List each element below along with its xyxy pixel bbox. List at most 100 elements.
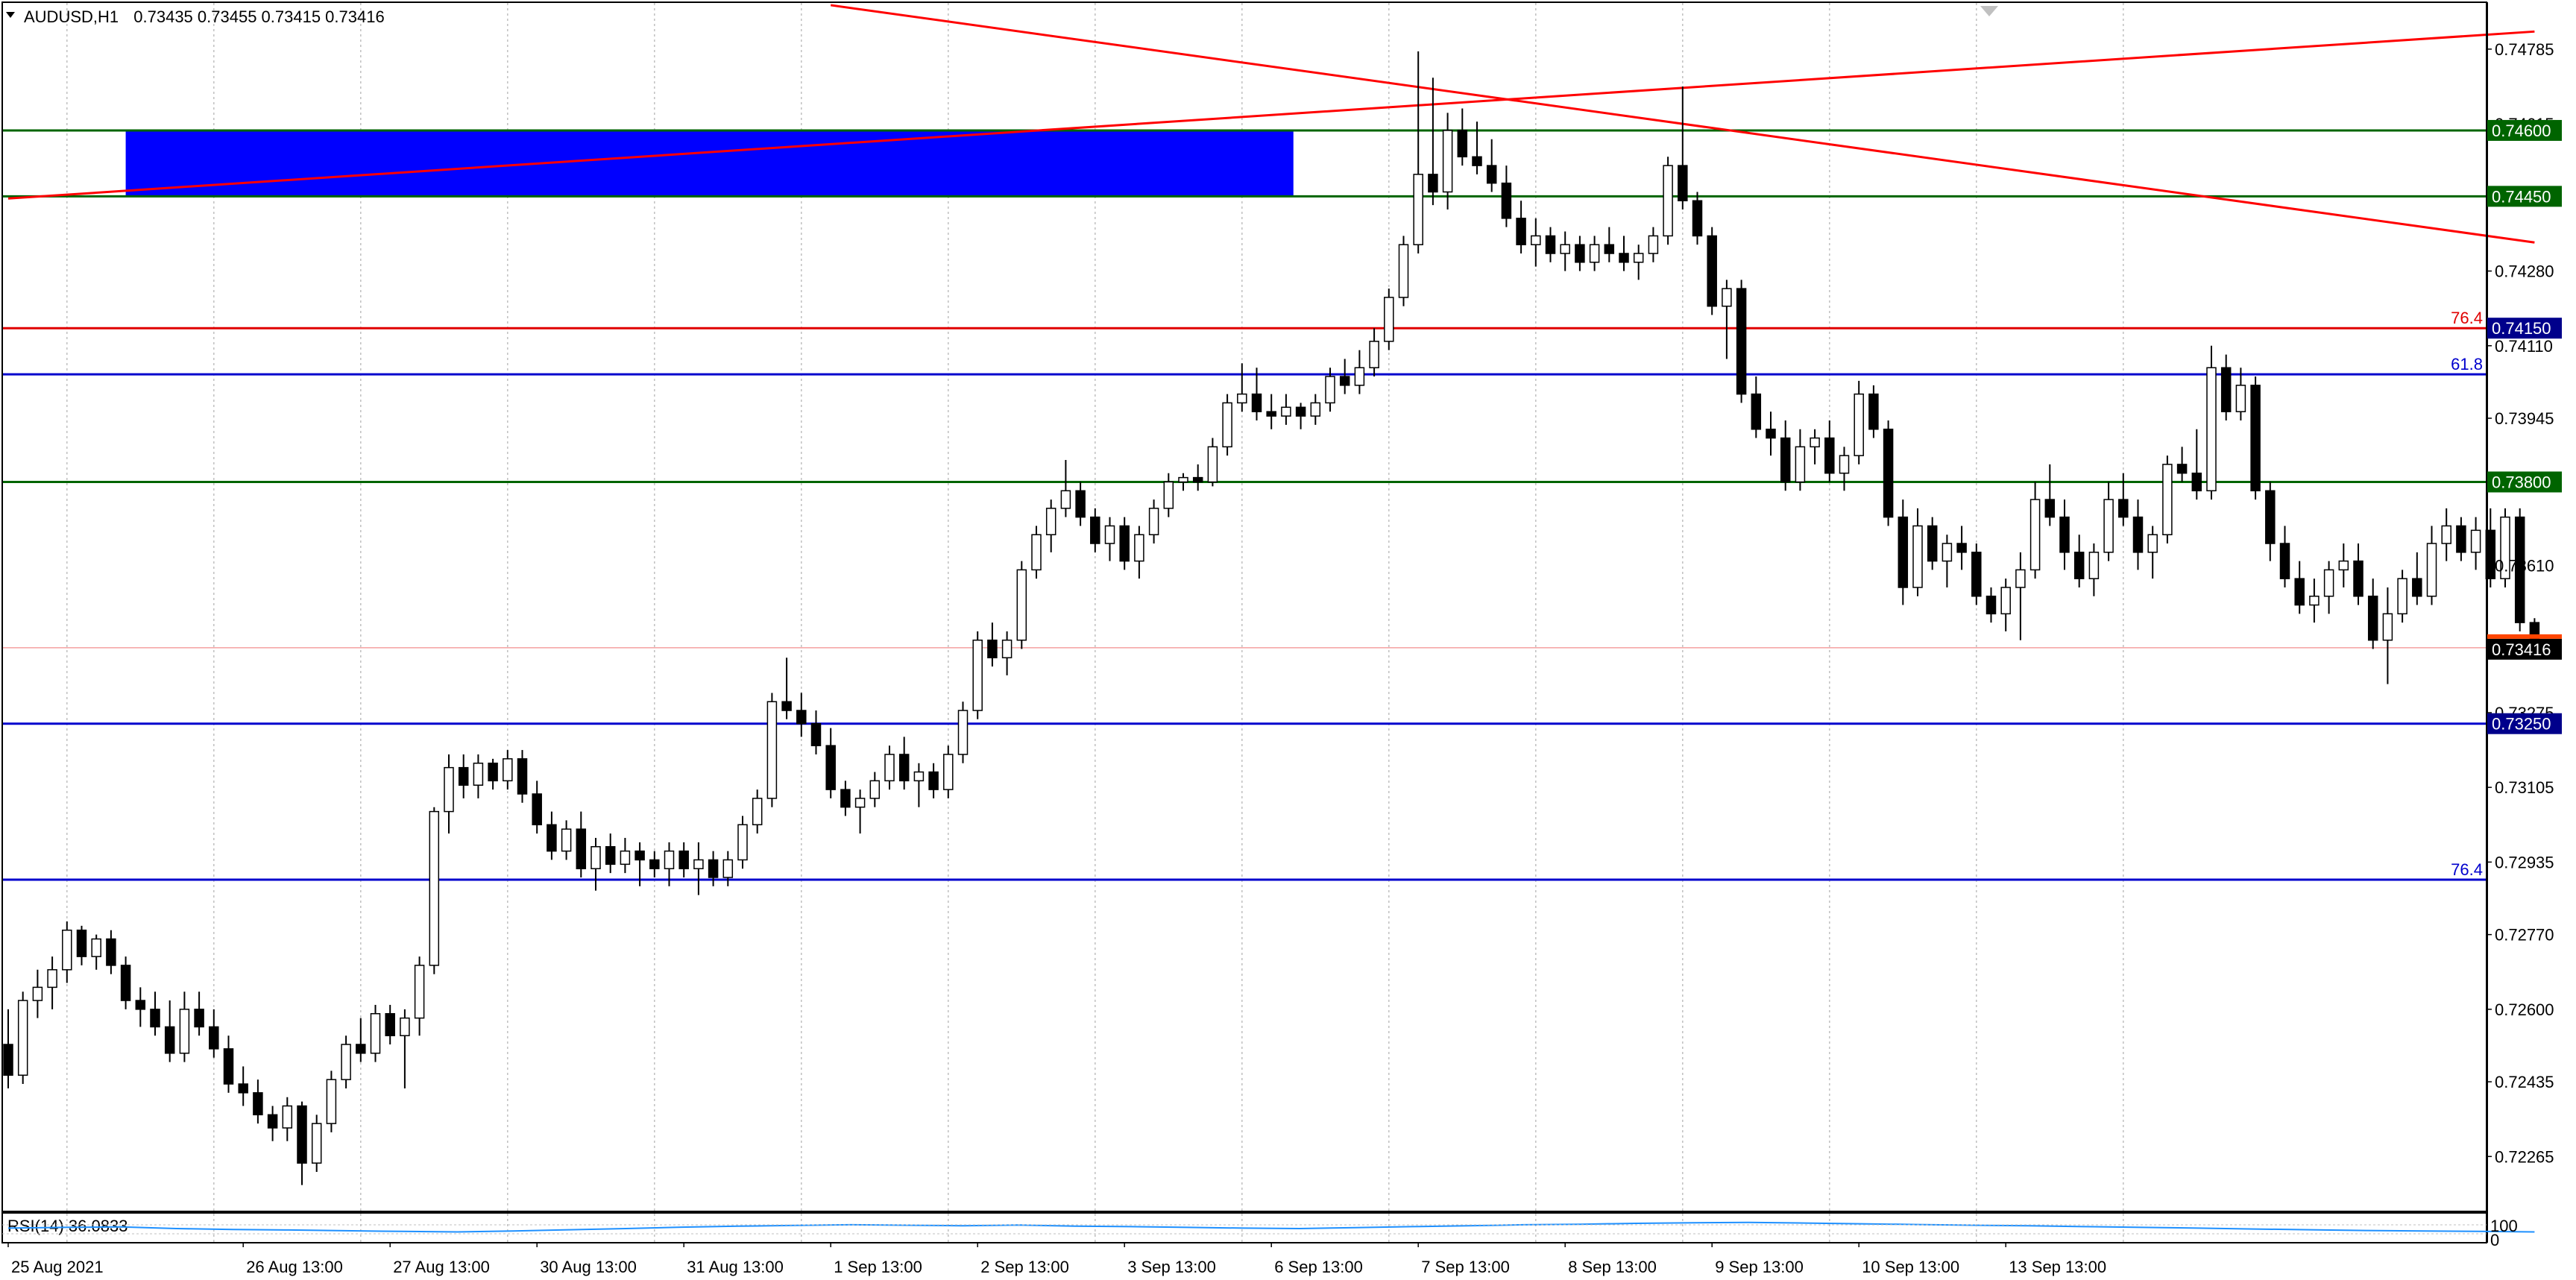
candle <box>2470 517 2481 570</box>
candle-body <box>1428 174 1438 193</box>
candle-body <box>547 824 557 852</box>
candle <box>2367 578 2378 649</box>
candle <box>1237 363 1247 412</box>
candle-body <box>1192 476 1203 483</box>
candle-body <box>2118 499 2129 518</box>
candle-body <box>1325 376 1335 404</box>
candle <box>972 631 983 719</box>
candle <box>1486 139 1497 192</box>
candle-body <box>1604 244 1615 254</box>
candle-body <box>1971 552 1982 597</box>
candle-body <box>1472 156 1482 166</box>
candle-body <box>2191 472 2202 492</box>
candle-body <box>2338 560 2349 571</box>
y-tick-label: 0.72265 <box>2495 1147 2554 1166</box>
candle <box>2118 473 2129 526</box>
svg-text:AUDUSD,H1 0.73435 0.73455: AUDUSD,H1 0.73435 0.73455 0.73415 0.7341… <box>24 7 385 26</box>
level-price-tag <box>2487 186 2562 207</box>
candle-body <box>1824 437 1835 474</box>
candle <box>1398 236 1409 306</box>
candle-body <box>943 754 954 790</box>
candle-body <box>1134 534 1144 562</box>
zone-rectangle[interactable] <box>125 130 1294 197</box>
candle <box>1545 227 1556 262</box>
trendline[interactable] <box>7 30 2535 200</box>
candle <box>2294 561 2305 614</box>
level-price-tag-label: 0.74150 <box>2492 319 2551 338</box>
candle-body <box>1163 481 1174 509</box>
candle <box>2353 543 2364 605</box>
candle-body <box>1751 393 1762 430</box>
candle-body <box>884 754 895 782</box>
candle-body <box>591 846 601 869</box>
candle <box>2250 376 2261 500</box>
candle-body <box>766 701 778 799</box>
candle-body <box>825 745 836 790</box>
candle-body <box>854 798 866 808</box>
candle <box>2132 499 2144 570</box>
candle <box>2059 499 2070 570</box>
candle-body <box>1868 393 1879 430</box>
candle-body <box>164 1026 175 1054</box>
x-tick-label: 7 Sep 13:00 <box>1421 1258 1510 1276</box>
candle <box>429 807 440 974</box>
candle-body <box>1619 253 1629 263</box>
candle-body <box>1384 297 1394 342</box>
symbol-dropdown-icon[interactable] <box>6 12 15 18</box>
candle-body <box>678 850 689 869</box>
candle <box>253 1079 263 1124</box>
candle-body <box>1413 174 1423 245</box>
candle <box>2000 578 2011 631</box>
candle <box>913 763 925 807</box>
candle <box>1839 447 1850 491</box>
candle <box>503 750 513 790</box>
candle <box>561 820 572 860</box>
candle <box>2338 543 2349 587</box>
candle <box>1295 403 1306 429</box>
x-tick-label: 13 Sep 13:00 <box>2009 1258 2106 1276</box>
candle <box>135 987 146 1027</box>
candle <box>752 789 763 834</box>
rsi-line <box>7 1221 2535 1233</box>
candle-body <box>517 758 528 795</box>
y-tick-label: 0.72435 <box>2495 1073 2554 1091</box>
candle-body <box>2103 499 2114 553</box>
candle <box>76 925 87 965</box>
candle <box>1516 201 1526 253</box>
candle-body <box>473 763 484 786</box>
candle-body <box>1369 341 1379 368</box>
ask-price-marker <box>2487 634 2562 639</box>
candle-body <box>194 1009 204 1028</box>
x-tick-label: 26 Aug 13:00 <box>246 1258 343 1276</box>
candle <box>1104 517 1115 561</box>
candle <box>1457 108 1468 166</box>
x-tick-label: 8 Sep 13:00 <box>1568 1258 1657 1276</box>
candle <box>209 1009 219 1058</box>
candle-body <box>2367 596 2378 641</box>
candle <box>2206 345 2217 500</box>
candle <box>1325 368 1335 412</box>
chart-shift-marker-icon[interactable] <box>1980 6 1998 16</box>
x-tick-label: 9 Sep 13:00 <box>1715 1258 1804 1276</box>
candle <box>1810 429 1820 464</box>
candle <box>1251 368 1262 420</box>
fib-label: 76.4 <box>2451 860 2483 879</box>
candle-body <box>561 828 572 852</box>
candle-body <box>106 938 116 966</box>
candle <box>517 750 528 803</box>
candle-body <box>2250 385 2261 492</box>
candle <box>1354 350 1365 394</box>
candle-body <box>1016 569 1027 641</box>
candle-body <box>297 1105 307 1164</box>
candle-body <box>2353 560 2364 597</box>
candle <box>1927 517 1938 570</box>
candle <box>2279 526 2290 587</box>
candle <box>1780 420 1791 491</box>
candle <box>884 745 895 790</box>
candle <box>1868 385 1879 438</box>
candle <box>928 763 939 798</box>
candle <box>282 1097 293 1141</box>
candle <box>400 1009 410 1088</box>
candle-body <box>1648 235 1659 254</box>
